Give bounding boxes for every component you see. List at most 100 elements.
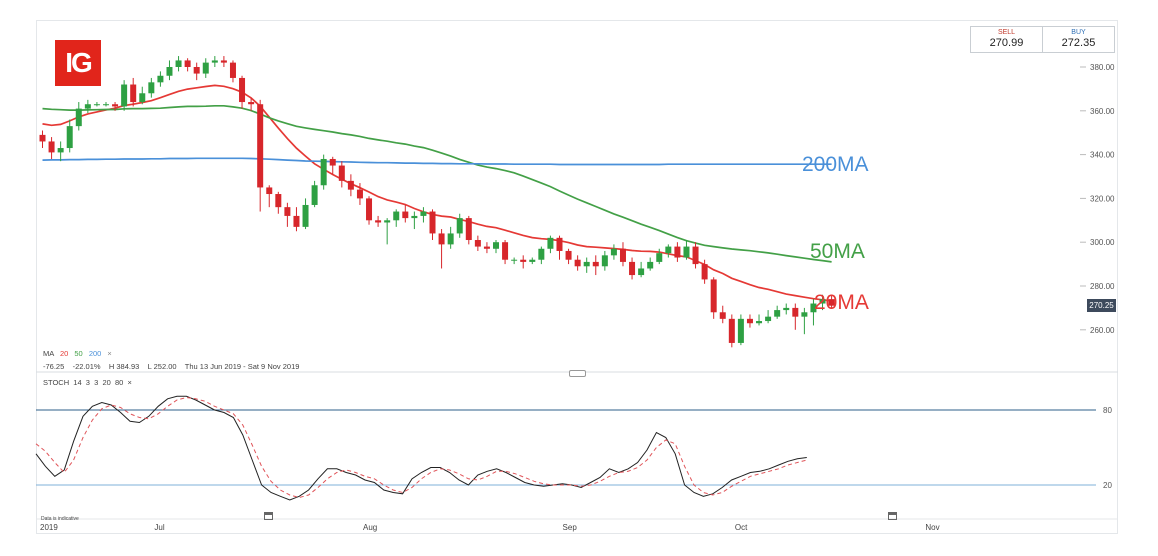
candle-body <box>592 261 599 267</box>
candle-down <box>239 75 246 109</box>
candle-down <box>39 130 46 149</box>
candle-down <box>746 314 753 328</box>
candle-body <box>175 60 182 67</box>
candle-body <box>792 307 799 317</box>
candle-body <box>293 215 300 227</box>
candle-body <box>574 259 581 267</box>
x-tick-label: Nov <box>925 523 939 532</box>
candle-up <box>66 119 73 153</box>
candle-down <box>792 303 799 330</box>
candle-up <box>166 60 173 81</box>
candle-up <box>75 102 82 131</box>
candle-up <box>320 154 327 190</box>
calendar-icon[interactable] <box>888 512 897 520</box>
candle-down <box>828 294 835 308</box>
candle-up <box>529 257 536 265</box>
candle-body <box>393 211 400 221</box>
candle-down <box>366 196 373 225</box>
candle-up <box>202 58 209 78</box>
close-icon: × <box>107 349 111 358</box>
candle-body <box>202 62 209 74</box>
candle-up <box>84 99 91 113</box>
stoch-level-label: 80 <box>1103 406 1112 415</box>
candle-down <box>130 77 137 107</box>
candle-body <box>229 62 236 78</box>
ma-line-20ma <box>42 84 832 302</box>
candle-body <box>48 141 55 153</box>
candle-body <box>465 218 472 241</box>
candle-up <box>302 198 309 230</box>
stoch-line-pct-k <box>35 395 807 501</box>
candle-body <box>710 279 717 313</box>
candle-body <box>148 82 155 94</box>
candle-down <box>592 255 599 276</box>
candle-down <box>329 156 336 175</box>
candle-body <box>366 198 373 221</box>
candle-body <box>774 310 781 317</box>
candle-body <box>248 102 255 105</box>
candle-down <box>692 242 699 269</box>
candle-up <box>610 244 617 260</box>
candle-body <box>320 158 327 186</box>
candle-body <box>701 264 708 280</box>
candle-body <box>102 104 109 106</box>
stoch-legend[interactable]: STOCH 14 3 3 20 80 × <box>43 378 132 387</box>
candle-up <box>656 248 663 265</box>
candle-down <box>556 235 563 260</box>
calendar-icon[interactable] <box>264 512 273 520</box>
candle-up <box>148 77 155 98</box>
x-tick-label: Aug <box>363 523 377 532</box>
candle-down <box>438 229 445 269</box>
candle-up <box>756 314 763 326</box>
candle-up <box>538 246 545 265</box>
candle-body <box>329 158 336 166</box>
sell-button[interactable]: SELL 270.99 <box>971 27 1042 52</box>
ma-legend-200: 200 <box>89 349 102 358</box>
candle-body <box>356 189 363 199</box>
candle-up <box>393 209 400 227</box>
y-tick-label: 340.00 <box>1090 151 1115 160</box>
candle-down <box>375 215 382 227</box>
y-tick-label: 360.00 <box>1090 107 1115 116</box>
candle-up <box>819 294 826 311</box>
candle-down <box>520 255 527 269</box>
candle-down <box>629 257 636 280</box>
candle-body <box>601 255 608 267</box>
candle-up <box>420 207 427 223</box>
candle-down <box>674 242 681 262</box>
y-tick-label: 300.00 <box>1090 238 1115 247</box>
candle-body <box>184 60 191 67</box>
candle-up <box>93 102 100 107</box>
candle-body <box>429 211 436 234</box>
x-tick-label: Sep <box>563 523 578 532</box>
buy-button[interactable]: BUY 272.35 <box>1042 27 1114 52</box>
ma-legend[interactable]: MA 20 50 200 × <box>43 349 112 358</box>
y-tick-label: 280.00 <box>1090 282 1115 291</box>
candle-down <box>502 240 509 265</box>
candle-up <box>447 226 454 249</box>
candle-body <box>765 316 772 322</box>
candle-body <box>783 307 790 311</box>
candle-up <box>737 314 744 346</box>
candle-down <box>710 277 717 319</box>
candle-body <box>629 261 636 276</box>
candle-down <box>293 207 300 232</box>
candle-up <box>411 211 418 230</box>
candle-body <box>338 165 345 181</box>
candle-up <box>157 71 164 87</box>
candle-up <box>665 244 672 258</box>
candle-body <box>93 104 100 106</box>
stoch-line-pct-d <box>35 396 807 499</box>
panel-resize-handle[interactable] <box>569 370 586 377</box>
candle-up <box>810 299 817 326</box>
y-tick-label: 320.00 <box>1090 194 1115 203</box>
candle-body <box>239 77 246 103</box>
candle-up <box>783 303 790 315</box>
buy-price: 272.35 <box>1061 37 1096 49</box>
candle-body <box>384 220 391 223</box>
candle-down <box>275 191 282 214</box>
candle-down <box>465 215 472 245</box>
candle-down <box>574 255 581 271</box>
candle-up <box>121 80 128 111</box>
